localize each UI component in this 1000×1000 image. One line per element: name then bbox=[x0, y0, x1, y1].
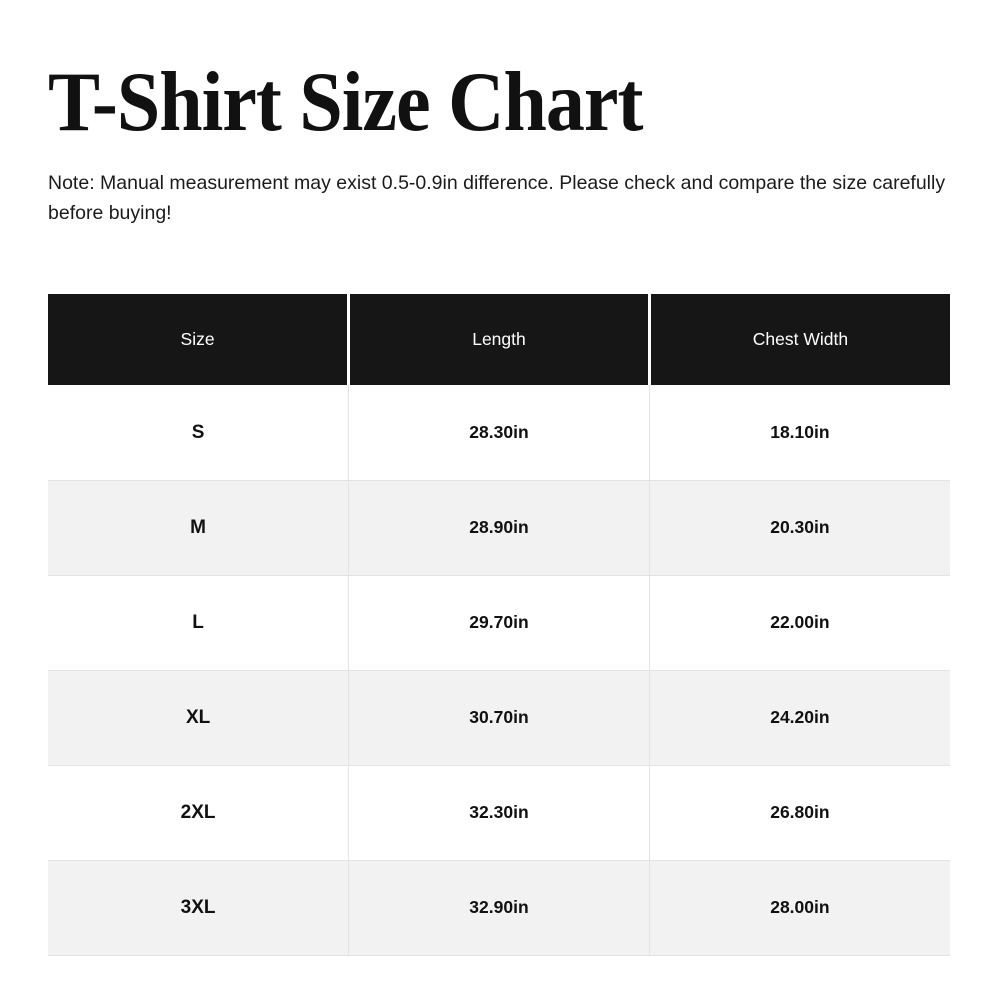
table-row: L 29.70in 22.00in bbox=[48, 574, 950, 671]
cell-size: S bbox=[48, 385, 350, 481]
cell-length: 28.30in bbox=[348, 385, 650, 481]
table-row: XL 30.70in 24.20in bbox=[48, 669, 950, 766]
size-table-body: S 28.30in 18.10in M 28.90in 20.30in L 29.70in 22… bbox=[48, 385, 950, 956]
size-chart-page: T-Shirt Size Chart Note: Manual measurem… bbox=[48, 54, 950, 956]
cell-chest-width: 18.10in bbox=[648, 385, 950, 481]
cell-chest-width: 26.80in bbox=[648, 764, 950, 861]
cell-chest-width: 28.00in bbox=[648, 859, 950, 956]
table-row: 3XL 32.90in 28.00in bbox=[48, 859, 950, 956]
cell-length: 32.90in bbox=[348, 859, 650, 956]
cell-length: 29.70in bbox=[348, 574, 650, 671]
table-row: M 28.90in 20.30in bbox=[48, 479, 950, 576]
table-row: 2XL 32.30in 26.80in bbox=[48, 764, 950, 861]
cell-chest-width: 20.30in bbox=[648, 479, 950, 576]
cell-length: 28.90in bbox=[348, 479, 650, 576]
cell-length: 32.30in bbox=[348, 764, 650, 861]
note-text: Note: Manual measurement may exist 0.5-0… bbox=[48, 172, 946, 225]
size-table: Size Length Chest Width S 28.30in 18.10in M… bbox=[48, 294, 950, 956]
cell-chest-width: 22.00in bbox=[648, 574, 950, 671]
header-cell-length: Length bbox=[347, 294, 650, 386]
header-cell-size: Size bbox=[48, 294, 349, 386]
cell-size: L bbox=[48, 574, 350, 671]
cell-size: XL bbox=[48, 669, 350, 766]
cell-size: 2XL bbox=[48, 764, 350, 861]
cell-size: 3XL bbox=[48, 859, 350, 956]
header-cell-chest-width: Chest Width bbox=[647, 294, 950, 386]
page-title: T-Shirt Size Chart bbox=[48, 54, 643, 149]
cell-length: 30.70in bbox=[348, 669, 650, 766]
cell-chest-width: 24.20in bbox=[648, 669, 950, 766]
table-row: S 28.30in 18.10in bbox=[48, 385, 950, 481]
cell-size: M bbox=[48, 479, 350, 576]
table-header-row: Size Length Chest Width bbox=[48, 294, 950, 386]
